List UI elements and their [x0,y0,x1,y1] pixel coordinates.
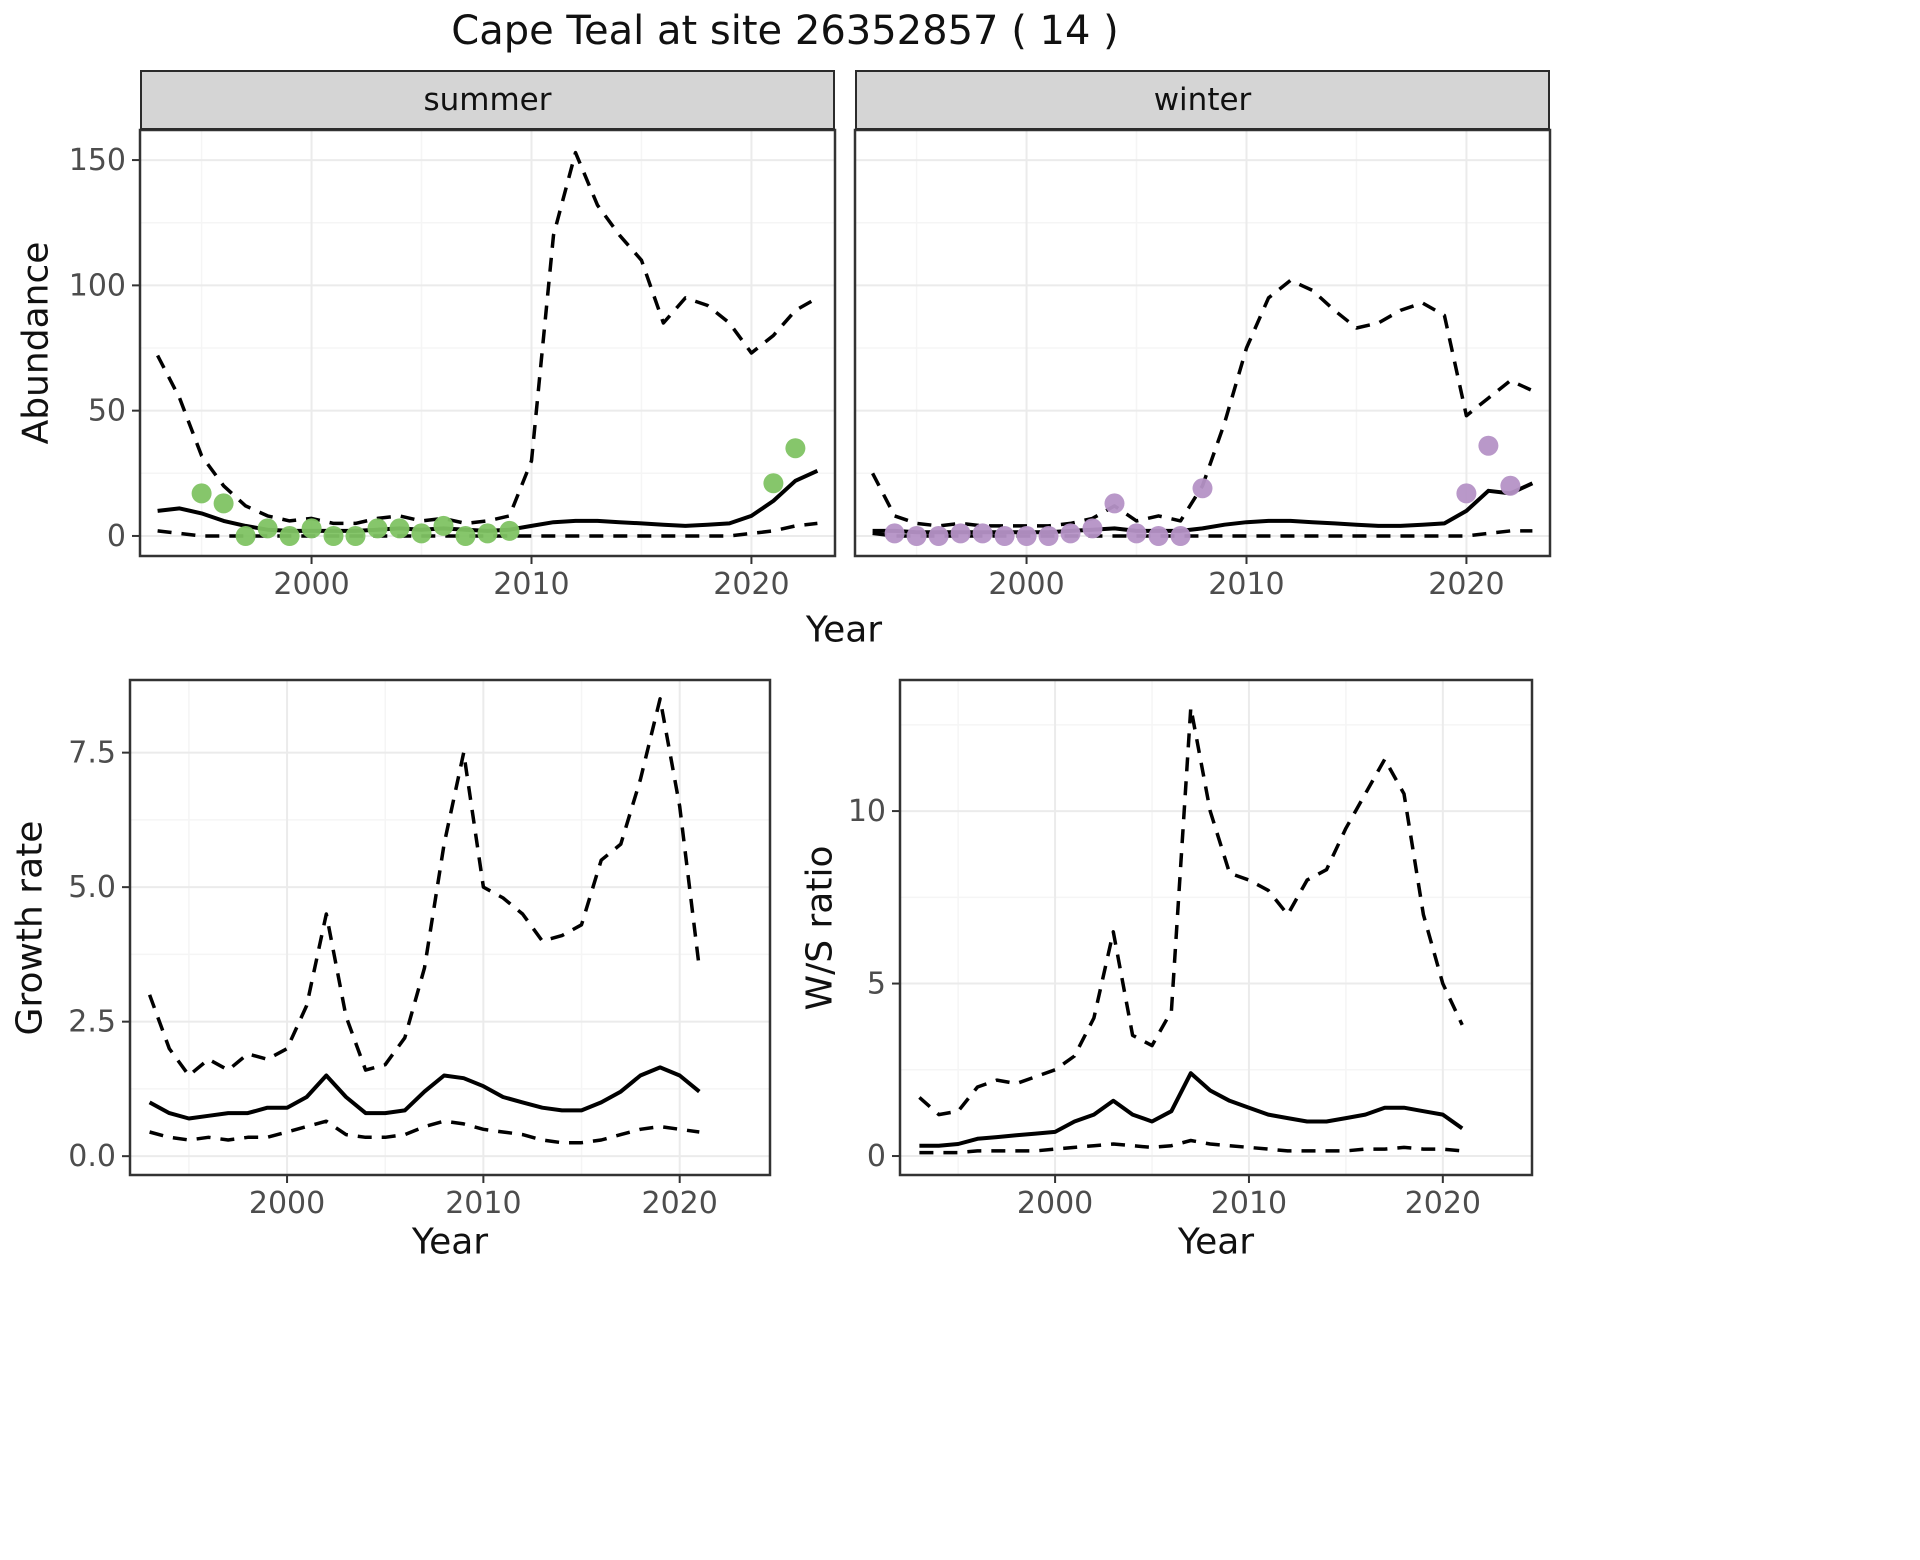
observed-counts-winter-point [1060,523,1081,544]
observed-counts-winter-point [950,523,971,544]
observed-counts-summer-point [213,493,234,514]
ws-ratio-upper-ci-line [918,705,1464,1117]
x-tick-label: 2000 [273,567,349,602]
observed-counts-summer-point [455,526,476,546]
y-tick-label: 5.0 [68,870,116,905]
facet-strip-winter: winter [855,70,1550,130]
observed-counts-summer-point [477,523,498,544]
observed-counts-winter-point [1126,523,1147,544]
observed-counts-winter-point [1038,526,1059,546]
y-tick-label: 50 [88,394,126,429]
observed-counts-summer-point [433,515,454,536]
x-axis-label-year-bottom-right: Year [1177,1221,1255,1263]
x-tick-label: 2000 [249,1186,325,1221]
y-tick-label: 0 [107,519,126,554]
x-tick-label: 2010 [1208,567,1284,602]
x-tick-label: 2020 [1428,567,1504,602]
observed-counts-winter-point [1170,526,1191,546]
observed-counts-winter-point [1104,493,1125,514]
x-tick-label: 2010 [1211,1186,1287,1221]
observed-counts-winter-point [1500,475,1521,496]
x-axis-label-year-top: Year [805,609,883,651]
observed-counts-winter-point [1456,483,1477,504]
observed-counts-summer-point [367,518,388,539]
panel-growth-rate: 2000 2010 2020 0.0 2.5 5.0 7.5 [68,678,772,1221]
y-tick-label: 0 [867,1139,886,1174]
observed-counts-winter-point [1148,526,1169,546]
observed-counts-winter-point [1192,478,1213,499]
observed-counts-summer-point [257,518,278,539]
y-tick-label: 150 [69,143,126,178]
x-axis-label-year-bottom-left: Year [411,1221,489,1263]
x-tick-label: 2010 [493,567,569,602]
observed-counts-winter-point [1082,518,1103,539]
observed-counts-summer-point [389,518,410,539]
panel-abundance-winter: 2000 2010 2020 [853,128,1552,602]
observed-counts-summer-point [279,526,300,546]
y-tick-label: 5 [867,967,886,1002]
chart-title: Cape Teal at site 26352857 ( 14 ) [451,8,1119,54]
abundance-summer-upper-ci-line [156,150,819,526]
observed-counts-summer-point [301,518,322,539]
observed-counts-winter-point [928,526,949,546]
y-tick-label: 2.5 [68,1005,116,1040]
y-axis-label-abundance: Abundance [15,241,57,445]
observed-counts-winter-point [1478,435,1499,456]
y-axis-label-ws-ratio: W/S ratio [799,845,841,1011]
observed-counts-summer-point [235,526,256,546]
x-tick-label: 2020 [1405,1186,1481,1221]
y-tick-label: 10 [848,794,886,829]
observed-counts-winter-point [972,523,993,544]
observed-counts-winter-point [884,523,905,544]
observed-counts-summer-point [785,438,806,459]
observed-counts-summer-point [191,483,212,504]
observed-counts-summer-point [411,523,432,544]
observed-counts-winter-point [906,526,927,546]
observed-counts-summer-point [345,526,366,546]
growth-rate-median-line [148,1065,701,1121]
facet-strip-summer: summer [140,70,835,130]
observed-counts-winter-point [1016,526,1037,546]
x-tick-label: 2020 [642,1186,718,1221]
y-tick-label: 0.0 [68,1139,116,1174]
x-tick-label: 2020 [713,567,789,602]
ws-ratio-lower-ci-line [919,1138,1463,1155]
observed-counts-winter-point [994,526,1015,546]
panel-ws-ratio: 2000 2010 2020 0 5 10 [848,678,1534,1221]
x-tick-label: 2010 [445,1186,521,1221]
y-tick-label: 100 [69,268,126,303]
observed-counts-summer-point [323,526,344,546]
growth-rate-upper-ci-line [147,697,702,1078]
x-tick-label: 2000 [1017,1186,1093,1221]
ws-ratio-median-line [919,1071,1464,1148]
y-axis-label-growth-rate: Growth rate [9,820,51,1036]
observed-counts-summer-point [499,520,520,541]
observed-counts-summer-point [763,473,784,494]
panel-abundance-summer: 2000 2010 2020 0 50 100 150 [69,128,837,602]
x-tick-label: 2000 [988,567,1064,602]
y-tick-label: 7.5 [68,736,116,771]
